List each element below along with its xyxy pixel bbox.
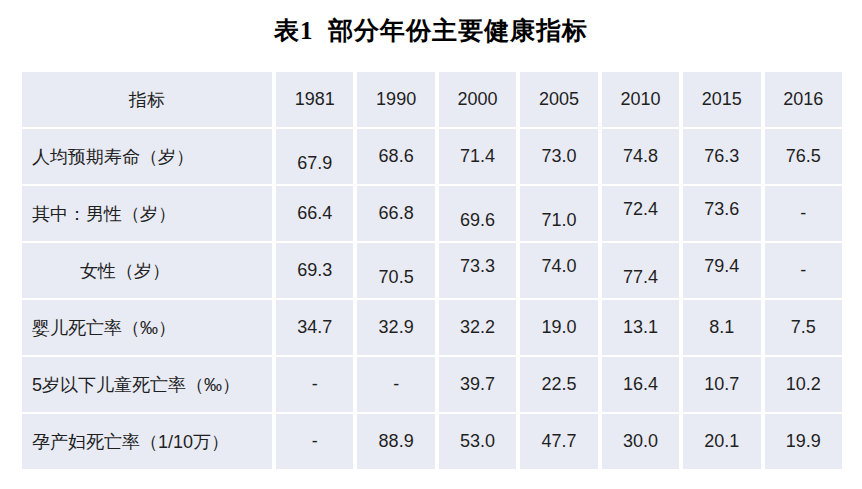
table-cell: - <box>765 186 842 241</box>
table-cell: 34.7 <box>276 300 353 355</box>
header-cell-year: 1990 <box>357 72 434 127</box>
row-label: 其中：男性（岁） <box>22 186 272 241</box>
header-cell-year: 1981 <box>276 72 353 127</box>
table-cell: 68.6 <box>357 129 434 184</box>
table-cell: 74.8 <box>602 129 679 184</box>
table-cell: 47.7 <box>520 414 597 469</box>
header-cell-indicator: 指标 <box>22 72 272 127</box>
table-cell: 7.5 <box>765 300 842 355</box>
table-cell: 39.7 <box>439 357 516 412</box>
table-cell: 71.4 <box>439 129 516 184</box>
table-cell: 76.5 <box>765 129 842 184</box>
table-cell: - <box>276 414 353 469</box>
table-cell: 69.3 <box>276 243 353 298</box>
table-cell: 73.0 <box>520 129 597 184</box>
table-cell: 53.0 <box>439 414 516 469</box>
table-cell: 20.1 <box>683 414 760 469</box>
table-cell: 10.7 <box>683 357 760 412</box>
header-cell-year: 2015 <box>683 72 760 127</box>
table-cell: 30.0 <box>602 414 679 469</box>
table-cell: 74.0 <box>520 243 597 298</box>
table-cell: - <box>765 243 842 298</box>
table-cell: 22.5 <box>520 357 597 412</box>
header-cell-year: 2010 <box>602 72 679 127</box>
table-cell: 66.4 <box>276 186 353 241</box>
table-cell: 70.5 <box>357 243 434 298</box>
table-row: 孕产妇死亡率（1/10万） - 88.9 53.0 47.7 30.0 20.1… <box>22 414 842 469</box>
table-cell: 88.9 <box>357 414 434 469</box>
table-cell: 16.4 <box>602 357 679 412</box>
row-label: 5岁以下儿童死亡率（‰） <box>22 357 272 412</box>
row-label: 女性（岁） <box>22 243 272 298</box>
header-cell-year: 2000 <box>439 72 516 127</box>
row-label: 婴儿死亡率（‰） <box>22 300 272 355</box>
table-cell: 77.4 <box>602 243 679 298</box>
table-cell: 66.8 <box>357 186 434 241</box>
table-cell: 32.2 <box>439 300 516 355</box>
header-cell-year: 2016 <box>765 72 842 127</box>
table-cell: 19.9 <box>765 414 842 469</box>
table-row: 其中：男性（岁） 66.4 66.8 69.6 71.0 72.4 73.6 - <box>22 186 842 241</box>
table-row: 婴儿死亡率（‰） 34.7 32.9 32.2 19.0 13.1 8.1 7.… <box>22 300 842 355</box>
table-cell: 69.6 <box>439 186 516 241</box>
table-cell: 8.1 <box>683 300 760 355</box>
table-cell: 73.6 <box>683 186 760 241</box>
table-cell: 13.1 <box>602 300 679 355</box>
table-cell: 19.0 <box>520 300 597 355</box>
table-cell: - <box>357 357 434 412</box>
table-title: 表1 部分年份主要健康指标 <box>0 14 862 47</box>
table-cell: 79.4 <box>683 243 760 298</box>
table-cell: 76.3 <box>683 129 760 184</box>
table-row: 人均预期寿命（岁） 67.9 68.6 71.4 73.0 74.8 76.3 … <box>22 129 842 184</box>
table-cell: 10.2 <box>765 357 842 412</box>
row-label: 人均预期寿命（岁） <box>22 129 272 184</box>
table-cell: - <box>276 357 353 412</box>
table-cell: 71.0 <box>520 186 597 241</box>
table-cell: 72.4 <box>602 186 679 241</box>
table-row: 5岁以下儿童死亡率（‰） - - 39.7 22.5 16.4 10.7 10.… <box>22 357 842 412</box>
row-label: 孕产妇死亡率（1/10万） <box>22 414 272 469</box>
table-cell: 67.9 <box>276 129 353 184</box>
health-indicators-table: 指标 1981 1990 2000 2005 2010 2015 2016 人均… <box>18 70 846 471</box>
table-row: 女性（岁） 69.3 70.5 73.3 74.0 77.4 79.4 - <box>22 243 842 298</box>
table-cell: 32.9 <box>357 300 434 355</box>
table-cell: 73.3 <box>439 243 516 298</box>
header-row: 指标 1981 1990 2000 2005 2010 2015 2016 <box>22 72 842 127</box>
header-cell-year: 2005 <box>520 72 597 127</box>
